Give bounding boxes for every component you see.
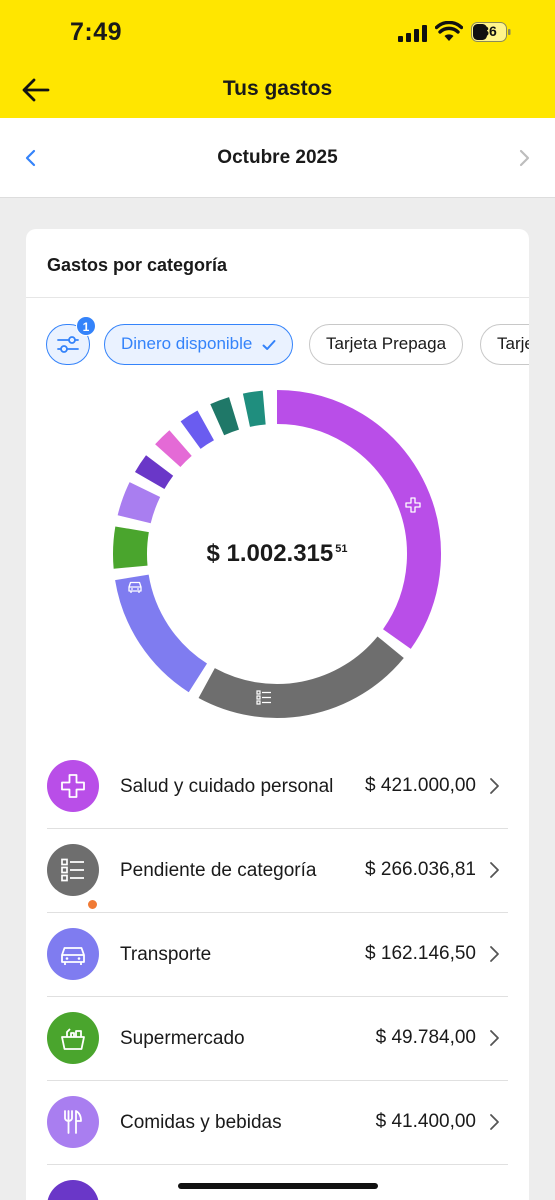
- chevron-right-icon: [490, 946, 499, 962]
- donut-segment-small-2: [180, 410, 215, 449]
- status-time: 7:49: [70, 18, 123, 46]
- chevron-right-icon: [490, 778, 499, 794]
- category-amount: $ 162.146,50: [365, 943, 476, 964]
- donut-segment-0: [276, 390, 441, 649]
- category-name: Supermercado: [120, 1028, 245, 1049]
- chip-label: Tarjeta Prepaga: [326, 334, 447, 353]
- sliders-icon: [56, 335, 79, 353]
- donut-segment-small-3: [210, 397, 240, 436]
- list-item[interactable]: Supermercado $ 49.784,00: [47, 997, 508, 1081]
- category-icon-badge: [47, 760, 99, 812]
- check-icon: [262, 339, 276, 350]
- spending-by-category-card: Gastos por categoría Dinero disponible T…: [26, 229, 529, 1200]
- car-icon: [128, 581, 142, 593]
- filter-count-badge: 1: [76, 316, 96, 336]
- category-name: Transporte: [120, 944, 212, 965]
- page-title: Tus gastos: [222, 77, 333, 100]
- wifi-icon: [435, 21, 463, 41]
- list-icon: [256, 690, 271, 705]
- month-label: Octubre 2025: [217, 147, 338, 168]
- chip-label: Tarjeta: [497, 334, 529, 353]
- chip-label: Dinero disponible: [121, 334, 253, 353]
- list-item[interactable]: Comidas y bebidas $ 41.400,00: [47, 1081, 508, 1165]
- chip-tarjeta[interactable]: Tarjeta: [480, 324, 529, 365]
- cellular-signal-icon: [398, 25, 427, 42]
- divider: [26, 297, 529, 298]
- chevron-right-icon: [490, 862, 499, 878]
- month-selector: Octubre 2025: [0, 118, 555, 198]
- car-icon: [61, 947, 85, 965]
- chip-dinero-disponible[interactable]: Dinero disponible: [104, 324, 294, 365]
- category-list: Salud y cuidado personal $ 421.000,00 Pe…: [47, 745, 508, 1200]
- app-bar: Tus gastos: [0, 62, 555, 118]
- home-indicator: [178, 1183, 378, 1189]
- plus-icon: [405, 497, 421, 513]
- total-spent: $ 1.002.315 51: [112, 540, 442, 568]
- chip-tarjeta-prepaga[interactable]: Tarjeta Prepaga: [309, 324, 464, 365]
- list-item[interactable]: [47, 1165, 508, 1200]
- list-item[interactable]: Transporte $ 162.146,50: [47, 913, 508, 997]
- back-arrow-icon[interactable]: [20, 76, 52, 104]
- card-title: Gastos por categoría: [47, 255, 228, 275]
- category-icon-badge: [47, 1012, 99, 1064]
- category-icon-badge: [47, 844, 99, 910]
- category-amount: $ 49.784,00: [375, 1027, 476, 1048]
- plus-icon: [61, 774, 85, 798]
- list-icon: [61, 858, 84, 882]
- battery-level: 36: [481, 23, 497, 39]
- status-bar: 7:49 36: [0, 0, 555, 62]
- filter-chips: Dinero disponible Tarjeta Prepaga Tarjet…: [46, 324, 529, 366]
- total-integer: $ 1.002.315: [206, 540, 334, 567]
- category-icon-badge: [47, 928, 99, 980]
- donut-segment-1: [198, 636, 404, 718]
- donut-segment-small-0: [134, 455, 174, 490]
- cutlery-icon: [64, 1110, 82, 1134]
- list-item[interactable]: Salud y cuidado personal $ 421.000,00: [47, 745, 508, 829]
- category-icon-badge: [47, 1180, 99, 1200]
- total-cents: 51: [335, 543, 348, 555]
- next-month-chevron-icon[interactable]: [511, 144, 537, 172]
- category-amount: $ 41.400,00: [375, 1111, 476, 1132]
- previous-month-chevron-icon[interactable]: [18, 144, 44, 172]
- category-icon-badge: [47, 1096, 99, 1148]
- donut-segment-small-4: [242, 390, 266, 427]
- donut-segment-3: [113, 526, 149, 569]
- category-name: Comidas y bebidas: [120, 1112, 282, 1133]
- list-item[interactable]: Pendiente de categoría $ 266.036,81: [47, 829, 508, 913]
- category-name: Pendiente de categoría: [120, 860, 317, 881]
- pending-dot: [87, 899, 98, 910]
- chevron-right-icon: [490, 1030, 499, 1046]
- donut-segment-small-1: [155, 430, 192, 468]
- donut-segment-4: [117, 482, 161, 524]
- category-amount: $ 266.036,81: [365, 859, 476, 880]
- chevron-right-icon: [490, 1114, 499, 1130]
- category-name: Salud y cuidado personal: [120, 776, 334, 797]
- battery-icon: 36: [471, 22, 511, 42]
- basket-icon: [61, 1028, 85, 1050]
- category-amount: $ 421.000,00: [365, 775, 476, 796]
